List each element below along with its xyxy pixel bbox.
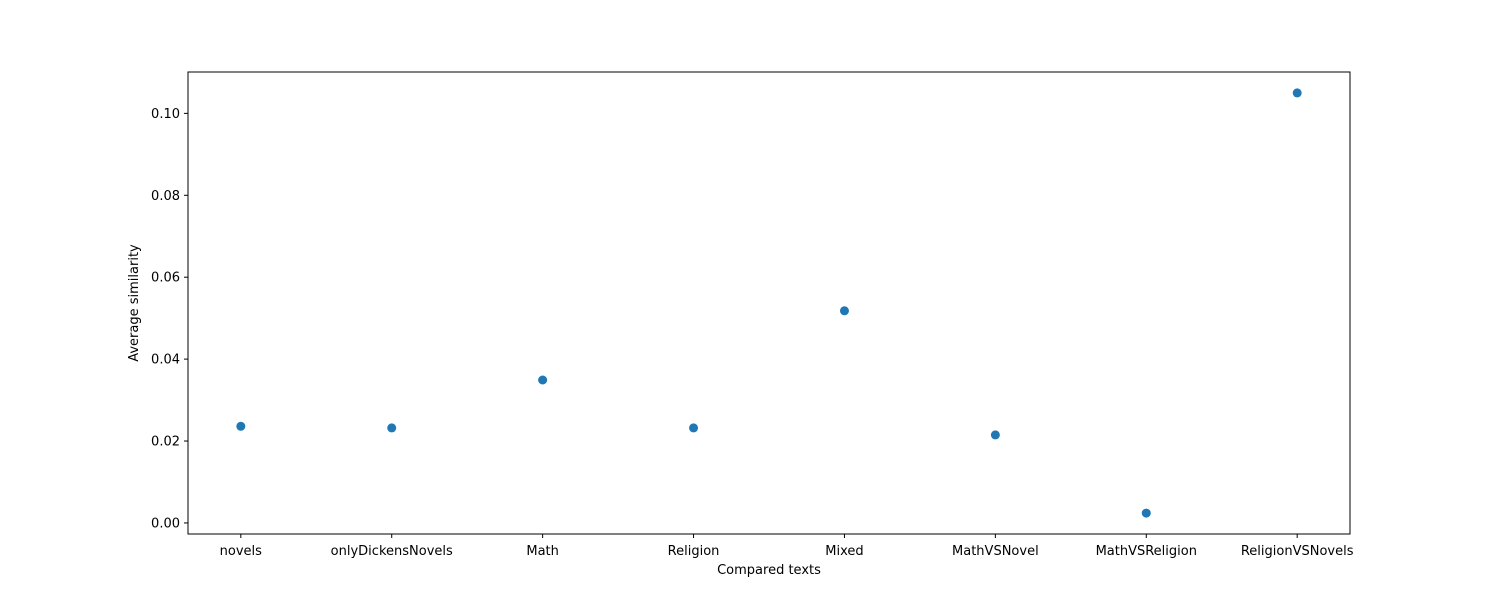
axes-frame bbox=[187, 71, 1351, 535]
y-axis-label: Average similarity bbox=[127, 244, 142, 362]
y-tick-label: 0.00 bbox=[151, 516, 180, 531]
data-point bbox=[387, 423, 397, 433]
x-tick-label: Religion bbox=[668, 544, 720, 559]
data-point bbox=[538, 375, 548, 385]
data-point bbox=[236, 421, 246, 431]
y-tick-label: 0.10 bbox=[151, 107, 180, 122]
x-tick-label: onlyDickensNovels bbox=[331, 544, 453, 559]
x-tick-label: ReligionVSNovels bbox=[1241, 544, 1354, 559]
data-point bbox=[990, 430, 1000, 440]
data-points bbox=[236, 88, 1302, 518]
x-tick-label: Math bbox=[526, 544, 559, 559]
x-tick-label: MathVSNovel bbox=[952, 544, 1039, 559]
plot-area bbox=[187, 71, 1351, 535]
x-tick-label: Mixed bbox=[825, 544, 863, 559]
x-tick-label: MathVSReligion bbox=[1096, 544, 1197, 559]
data-point bbox=[1141, 508, 1151, 518]
x-axis-label: Compared texts bbox=[717, 563, 821, 578]
data-point bbox=[689, 423, 699, 433]
x-axis-ticks: novels onlyDickensNovels Math Religion Mixed… bbox=[220, 534, 1354, 559]
data-point bbox=[839, 306, 849, 316]
y-tick-label: 0.08 bbox=[151, 189, 180, 204]
x-tick-label: novels bbox=[220, 544, 262, 559]
y-tick-label: 0.04 bbox=[151, 353, 180, 368]
y-tick-label: 0.06 bbox=[151, 271, 180, 286]
y-tick-label: 0.02 bbox=[151, 435, 180, 450]
data-point bbox=[1292, 88, 1302, 98]
y-axis-ticks: 0.00 0.02 0.04 0.06 0.08 0.10 bbox=[151, 107, 188, 531]
